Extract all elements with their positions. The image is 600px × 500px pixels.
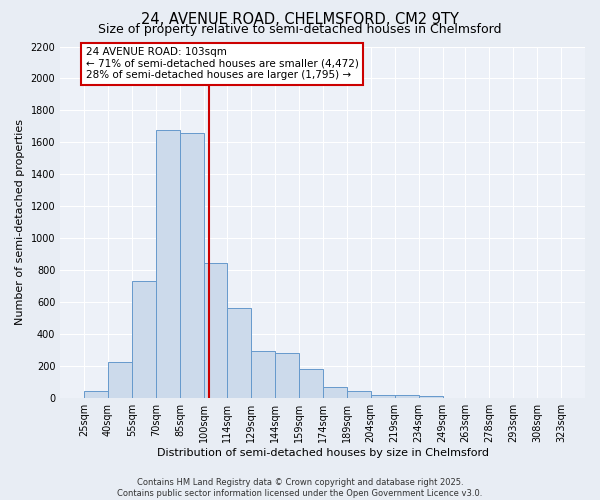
Bar xyxy=(395,396,419,398)
Text: Size of property relative to semi-detached houses in Chelmsford: Size of property relative to semi-detach… xyxy=(98,22,502,36)
Bar xyxy=(275,353,299,398)
Bar xyxy=(180,132,204,398)
Bar xyxy=(347,392,371,398)
Bar xyxy=(108,362,132,398)
Bar xyxy=(156,130,180,398)
Bar xyxy=(227,308,251,398)
X-axis label: Distribution of semi-detached houses by size in Chelmsford: Distribution of semi-detached houses by … xyxy=(157,448,488,458)
Bar xyxy=(323,388,347,398)
Text: 24, AVENUE ROAD, CHELMSFORD, CM2 9TY: 24, AVENUE ROAD, CHELMSFORD, CM2 9TY xyxy=(141,12,459,28)
Bar xyxy=(132,281,156,398)
Bar xyxy=(84,392,108,398)
Text: Contains HM Land Registry data © Crown copyright and database right 2025.
Contai: Contains HM Land Registry data © Crown c… xyxy=(118,478,482,498)
Bar xyxy=(371,394,395,398)
Bar xyxy=(419,396,443,398)
Bar xyxy=(204,263,227,398)
Bar xyxy=(299,369,323,398)
Y-axis label: Number of semi-detached properties: Number of semi-detached properties xyxy=(15,119,25,325)
Text: 24 AVENUE ROAD: 103sqm
← 71% of semi-detached houses are smaller (4,472)
28% of : 24 AVENUE ROAD: 103sqm ← 71% of semi-det… xyxy=(86,48,358,80)
Bar xyxy=(251,350,275,398)
